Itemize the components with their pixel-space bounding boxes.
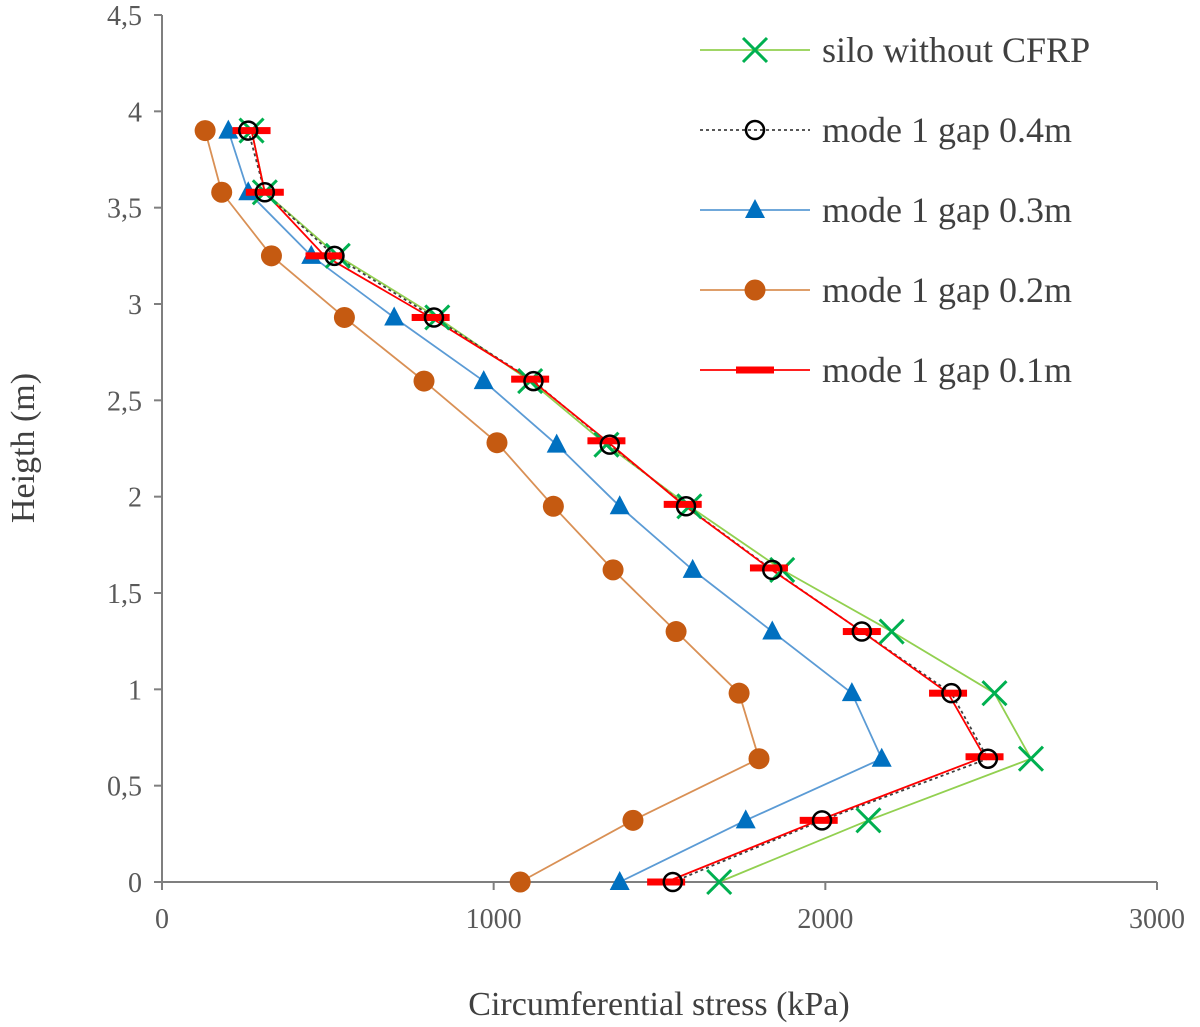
data-point-marker <box>762 559 783 581</box>
data-point-marker <box>749 564 788 572</box>
data-point-marker <box>599 434 620 455</box>
data-point-marker <box>260 245 282 267</box>
data-point-marker <box>748 748 770 770</box>
y-tick-label: 3 <box>128 290 142 321</box>
data-point-marker <box>237 120 259 141</box>
data-point-marker <box>799 816 838 824</box>
data-point-marker <box>663 500 702 508</box>
data-point-marker <box>413 370 435 392</box>
data-point-marker <box>706 868 733 896</box>
data-point-marker <box>682 558 703 578</box>
data-point-marker <box>542 495 564 517</box>
y-tick-label: 4,5 <box>107 1 142 32</box>
data-point-marker <box>1017 745 1045 772</box>
data-point-marker <box>744 279 766 301</box>
data-point-marker <box>762 620 783 640</box>
y-axis-title: Heigth (m) <box>5 373 42 523</box>
data-point-marker <box>871 747 892 767</box>
data-point-marker <box>741 36 769 64</box>
y-tick-label: 4 <box>128 97 142 128</box>
legend-label: mode 1 gap 0.3m <box>822 190 1072 230</box>
data-point-marker <box>841 682 862 702</box>
series-line <box>250 130 1032 883</box>
y-tick-label: 1 <box>128 675 142 706</box>
data-point-marker <box>587 437 626 445</box>
data-point-marker <box>333 306 355 328</box>
data-point-marker <box>842 628 881 636</box>
series-markers <box>237 120 999 893</box>
x-tick-label: 2000 <box>797 904 853 935</box>
y-tick-label: 1,5 <box>107 579 142 610</box>
data-point-marker <box>609 495 630 515</box>
legend-item: mode 1 gap 0.1m <box>700 350 1072 390</box>
data-point-marker <box>473 370 494 390</box>
data-point-marker <box>977 748 999 769</box>
series-markers <box>238 117 1045 896</box>
data-point-marker <box>546 433 567 453</box>
y-tick-label: 2,5 <box>107 386 142 417</box>
data-point-marker <box>744 119 766 141</box>
data-point-marker <box>232 127 271 135</box>
legend-label: silo without CFRP <box>822 30 1090 70</box>
legend-label: mode 1 gap 0.2m <box>822 270 1072 310</box>
data-point-marker <box>981 680 1008 707</box>
x-tick-label: 3000 <box>1129 904 1185 935</box>
ticks: 0 0,5 1 1,5 2 2,5 3 3,5 4 4,5 0 1000 2000 3000 <box>107 1 1185 935</box>
x-tick-label: 1000 <box>466 904 522 935</box>
data-point-marker <box>855 807 882 834</box>
data-point-marker <box>811 810 833 831</box>
legend-label: mode 1 gap 0.1m <box>822 350 1072 390</box>
data-point-marker <box>665 621 687 643</box>
data-point-marker <box>511 375 550 383</box>
data-point-marker <box>509 871 531 893</box>
data-point-marker <box>411 313 450 321</box>
data-point-marker <box>609 871 630 890</box>
data-point-marker <box>941 682 962 704</box>
data-point-marker <box>851 621 873 642</box>
y-tick-label: 0 <box>128 868 142 899</box>
data-point-marker <box>423 307 445 328</box>
data-point-marker <box>736 366 774 374</box>
y-tick-label: 0,5 <box>107 772 142 803</box>
series-layer <box>194 117 1045 896</box>
data-point-marker <box>929 689 968 697</box>
data-point-marker <box>728 682 750 704</box>
data-point-marker <box>245 188 284 196</box>
x-axis-title: Circumferential stress (kPa) <box>468 986 849 1023</box>
legend: silo without CFRP mode 1 gap 0.4m mode 1 g… <box>700 30 1090 390</box>
data-point-marker <box>211 181 233 203</box>
data-point-marker <box>324 245 345 267</box>
series-markers <box>194 120 770 893</box>
legend-label: mode 1 gap 0.4m <box>822 110 1072 150</box>
x-tick-label: 0 <box>155 904 169 935</box>
y-tick-label: 2 <box>128 483 142 514</box>
data-point-marker <box>662 871 684 893</box>
y-tick-label: 3,5 <box>107 194 142 225</box>
data-point-marker <box>523 370 544 392</box>
legend-item: mode 1 gap 0.3m <box>700 190 1072 230</box>
data-point-marker <box>745 199 765 218</box>
data-point-marker <box>384 306 405 326</box>
data-point-marker <box>878 618 905 645</box>
data-point-marker <box>647 878 686 886</box>
data-point-marker <box>254 182 276 203</box>
data-point-marker <box>602 559 624 581</box>
data-point-marker <box>194 120 216 142</box>
data-point-marker <box>486 432 508 454</box>
data-point-marker <box>675 496 697 517</box>
legend-item: mode 1 gap 0.2m <box>700 270 1072 310</box>
legend-item: mode 1 gap 0.4m <box>700 110 1072 150</box>
data-point-marker <box>735 809 756 829</box>
series-markers <box>232 127 1004 886</box>
legend-item: silo without CFRP <box>700 30 1090 70</box>
data-point-marker <box>622 809 644 831</box>
data-point-marker <box>965 753 1004 761</box>
